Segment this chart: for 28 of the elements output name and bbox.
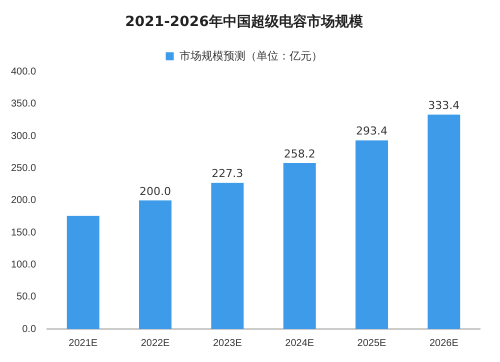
x-tick-label: 2026E: [429, 338, 459, 349]
bar: [211, 182, 244, 329]
bar: [356, 140, 388, 329]
x-tick-label: 2021E: [68, 338, 98, 349]
y-tick-label: 50.0: [16, 292, 36, 303]
x-tick-label: 2023E: [212, 338, 242, 349]
x-tick-label: 2024E: [285, 338, 314, 349]
y-tick-label: 0.0: [22, 324, 36, 335]
y-tick-label: 400.0: [10, 66, 36, 78]
y-tick-label: 350.0: [10, 98, 36, 110]
data-label: 293.4: [356, 124, 388, 138]
bar: [139, 200, 172, 329]
y-tick-label: 100.0: [10, 259, 36, 270]
bar: [283, 162, 316, 329]
legend-label: 市场规模预测（单位：亿元）: [179, 49, 322, 62]
data-label: 258.2: [284, 147, 316, 160]
data-label: 333.4: [428, 98, 460, 112]
chart-title: 2021-2026年中国超级电容市场规模: [125, 13, 364, 30]
data-label: 227.3: [212, 167, 244, 180]
bar: [428, 114, 460, 329]
x-tick-label: 2025E: [357, 338, 387, 349]
y-tick-label: 200.0: [10, 195, 36, 206]
y-tick-label: 250.0: [10, 163, 36, 174]
bar: [66, 216, 100, 329]
y-tick-label: 150.0: [10, 227, 36, 238]
y-tick-label: 300.0: [10, 130, 36, 142]
data-label: 200.0: [140, 184, 172, 198]
x-tick-label: 2022E: [140, 338, 170, 349]
